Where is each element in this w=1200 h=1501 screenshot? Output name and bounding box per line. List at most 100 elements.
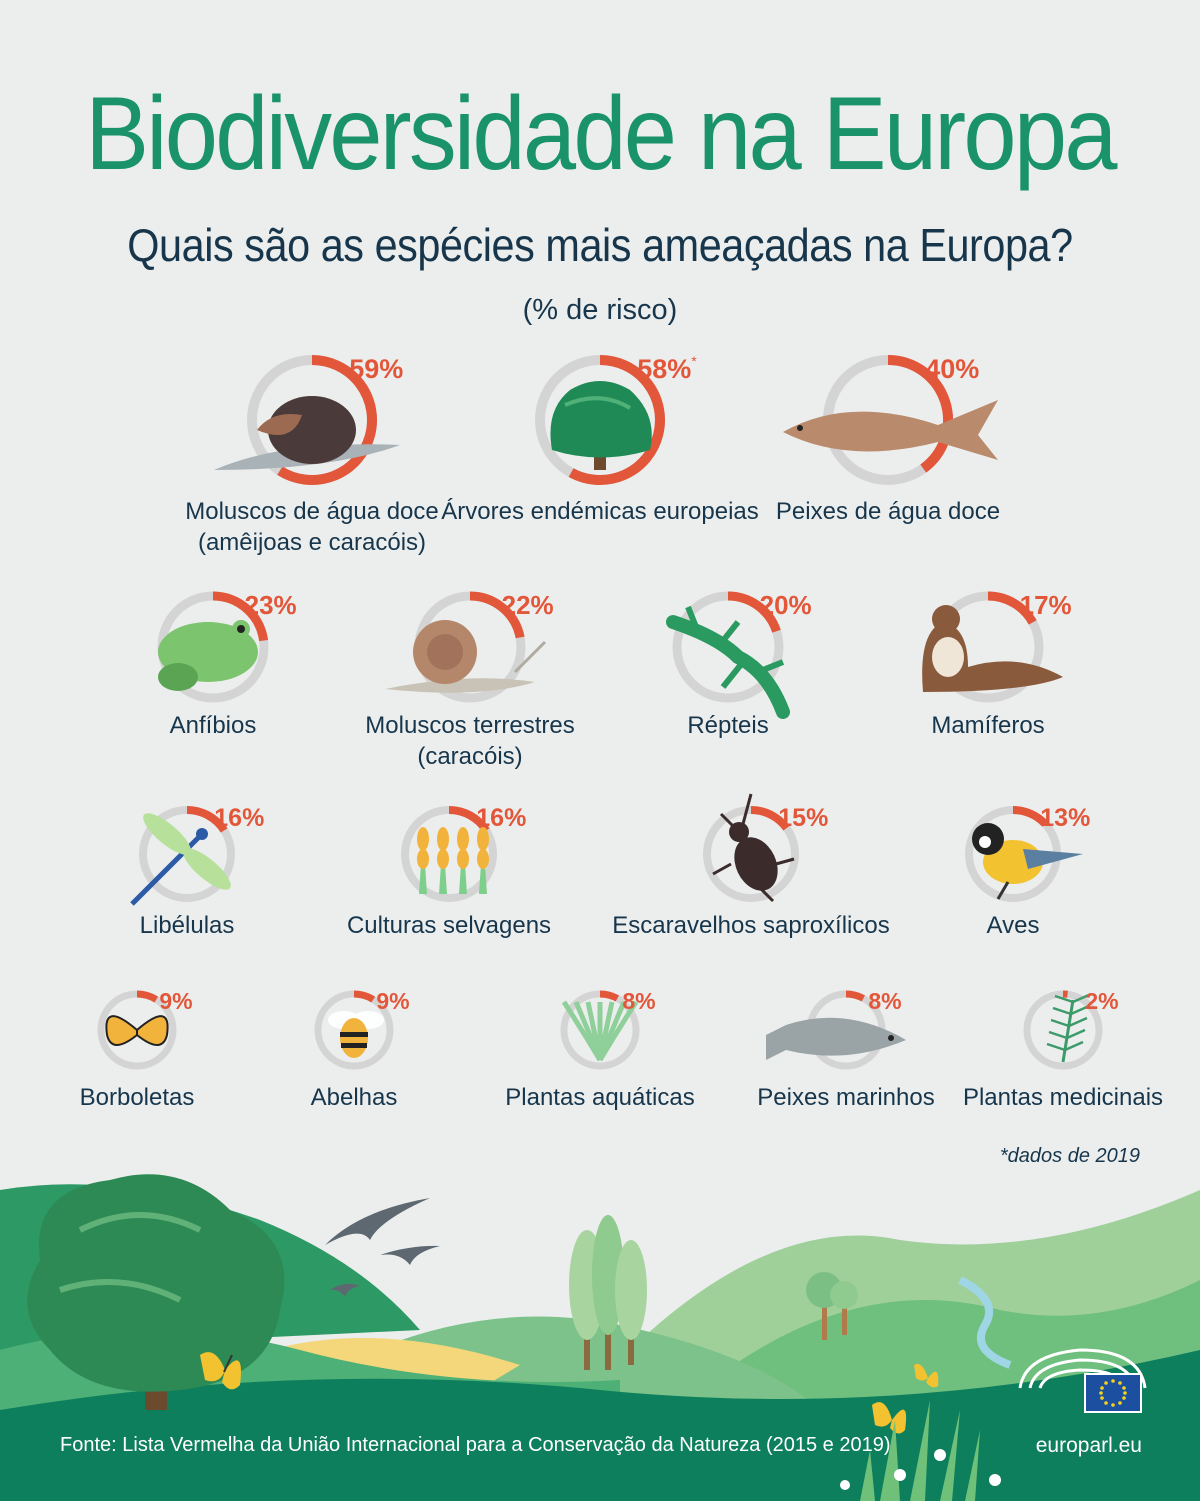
risk-arc xyxy=(136,990,159,1003)
category-label-line1: Mamíferos xyxy=(931,712,1045,739)
category-label: Libélulas xyxy=(140,910,235,941)
risk-arc xyxy=(987,591,1037,625)
dragonfly-icon xyxy=(130,813,231,906)
percent-label: 17% xyxy=(1019,590,1072,620)
risk-arc xyxy=(353,990,376,1003)
category-label-line1: Plantas aquáticas xyxy=(505,1084,695,1111)
page-title: Biodiversidade na Europa xyxy=(85,76,1117,192)
small-trees-right-icon xyxy=(806,1272,858,1340)
percent-label: 13% xyxy=(1040,804,1091,832)
category-label-line2: (amêijoas e caracóis) xyxy=(197,529,427,556)
risk-arc xyxy=(1012,806,1048,827)
category-label: Peixes marinhos xyxy=(757,1082,934,1113)
landscape-illustration xyxy=(0,1174,1200,1501)
land-snail-icon xyxy=(385,620,547,693)
risk-arc xyxy=(887,355,953,473)
chart-item-4 xyxy=(157,591,269,703)
risk-arc xyxy=(469,591,525,639)
otter-icon xyxy=(922,605,1063,692)
page-subtitle: Quais são as espécies mais ameaçadas na … xyxy=(127,219,1073,271)
chart-item-14 xyxy=(560,990,640,1070)
category-label-line1: Abelhas xyxy=(310,1084,398,1111)
chart-item-2 xyxy=(535,355,665,485)
category-label-line1: Moluscos terrestres xyxy=(365,712,575,739)
frog-icon xyxy=(158,620,258,691)
bird-icon xyxy=(972,823,1083,900)
category-label: Aves xyxy=(987,910,1040,941)
chart-item-7 xyxy=(922,591,1063,703)
percent-label: 9% xyxy=(159,988,193,1014)
percent-label: 58%* xyxy=(637,353,697,384)
category-label: Moluscos de água doce (amêijoas e caracói… xyxy=(185,496,439,558)
category-label: Mamíferos xyxy=(931,710,1044,741)
european-parliament-logo xyxy=(1018,1348,1147,1413)
risk-arc xyxy=(568,355,665,485)
risk-arc xyxy=(277,355,377,485)
river xyxy=(958,1276,1012,1369)
butterfly-yellow-icon xyxy=(200,1352,241,1390)
risk-arc xyxy=(750,806,790,831)
grass-flowers-icon xyxy=(840,1400,1001,1501)
tree-large-icon xyxy=(27,1174,285,1410)
category-label: Peixes de água doce xyxy=(776,496,1000,527)
category-label-line1: Escaravelhos saproxílicos xyxy=(612,912,890,939)
category-label-line1: Peixes marinhos xyxy=(757,1084,935,1111)
site-link[interactable]: europarl.eu xyxy=(1035,1434,1142,1457)
wild-crops-icon xyxy=(417,827,489,894)
chart-item-9 xyxy=(401,806,497,902)
donut-grid-chart xyxy=(97,355,1103,1070)
risk-arc xyxy=(845,990,866,1002)
chart-item-6 xyxy=(666,591,790,719)
marine-fish-icon xyxy=(766,1017,906,1060)
category-label-line1: Borboletas xyxy=(79,1084,195,1111)
hill-front xyxy=(0,1350,1200,1501)
category-label: Escaravelhos saproxílicos xyxy=(612,910,889,941)
aquatic-plant-icon xyxy=(561,1000,639,1062)
category-label: Plantas medicinais xyxy=(963,1082,1163,1113)
freshwater-fish-icon xyxy=(783,400,998,460)
chart-item-11 xyxy=(965,806,1083,902)
chart-item-13 xyxy=(314,990,394,1070)
category-label-line1: Répteis xyxy=(687,712,769,739)
category-label: Répteis xyxy=(687,710,768,741)
unit-label: (% de risco) xyxy=(522,294,678,326)
risk-arc xyxy=(727,591,781,633)
bee-icon xyxy=(328,1011,384,1058)
medicinal-plant-icon xyxy=(1046,992,1092,1063)
chart-item-16 xyxy=(1023,990,1103,1070)
category-label-line1: Peixes de água doce xyxy=(775,498,1001,525)
category-label: Plantas aquáticas xyxy=(505,1082,694,1113)
category-label: Anfíbios xyxy=(170,710,257,741)
chart-item-5 xyxy=(385,591,547,703)
category-label-line1: Plantas medicinais xyxy=(962,1084,1164,1111)
category-label: Abelhas xyxy=(311,1082,398,1113)
beetle-icon xyxy=(712,793,795,903)
percent-label: 8% xyxy=(868,988,902,1014)
risk-arc xyxy=(186,806,228,833)
category-label: Culturas selvagens xyxy=(347,910,551,941)
percent-label: 15% xyxy=(778,804,829,832)
category-label-line1: Anfíbios xyxy=(169,712,257,739)
source-text: Fonte: Lista Vermelha da União Internaci… xyxy=(60,1434,891,1456)
percent-label: 20% xyxy=(759,590,812,620)
category-label-line2: (caracóis) xyxy=(417,743,523,770)
chart-item-15 xyxy=(766,990,906,1070)
butterfly-icon xyxy=(105,1015,169,1046)
percent-label: 40% xyxy=(925,354,980,384)
category-label: Moluscos terrestres (caracóis) xyxy=(365,710,574,772)
chart-item-12 xyxy=(97,990,177,1070)
category-label-line1: Árvores endémicas europeias xyxy=(441,498,759,525)
chart-item-3 xyxy=(783,355,998,485)
chart-item-8 xyxy=(130,806,235,906)
category-label: Borboletas xyxy=(80,1082,195,1113)
percent-label: 23% xyxy=(244,590,297,620)
category-label: Árvores endémicas europeias xyxy=(441,496,759,527)
percent-label: 59% xyxy=(349,354,404,384)
percent-label: 22% xyxy=(501,590,554,620)
freshwater-mussel-snail-icon xyxy=(214,396,400,470)
risk-arc xyxy=(599,990,620,1002)
percent-label: 16% xyxy=(476,804,527,832)
chart-item-10 xyxy=(703,793,799,903)
category-label-line1: Culturas selvagens xyxy=(346,912,552,939)
lizard-icon xyxy=(666,605,790,719)
